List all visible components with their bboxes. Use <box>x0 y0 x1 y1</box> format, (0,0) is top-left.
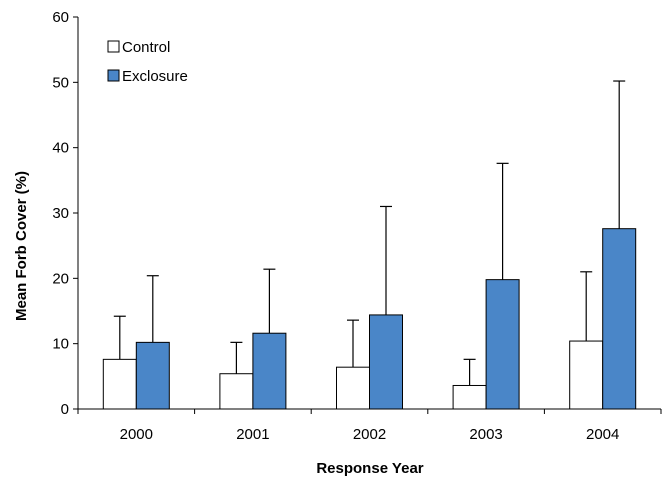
y-tick-label: 30 <box>52 205 69 222</box>
bar-control-2004 <box>569 340 604 410</box>
y-tick-label: 40 <box>52 140 69 157</box>
legend-label-exclosure: Exclosure <box>122 68 188 85</box>
y-tick-label: 50 <box>52 74 69 91</box>
bar-exclosure-2000 <box>135 341 170 410</box>
legend-swatch-exclosure <box>107 69 120 82</box>
y-tick-label: 0 <box>61 401 69 418</box>
x-tick-label: 2000 <box>120 426 153 443</box>
legend-swatch-control <box>107 40 120 53</box>
bar-control-2000 <box>102 358 137 410</box>
bar-exclosure-2003 <box>485 279 520 410</box>
x-axis-title: Response Year <box>316 460 423 477</box>
bar-exclosure-2004 <box>602 228 637 410</box>
x-tick-label: 2003 <box>469 426 502 443</box>
bar-control-2002 <box>336 366 370 410</box>
x-tick-label: 2004 <box>586 426 619 443</box>
bar-exclosure-2001 <box>252 332 287 410</box>
x-tick-label: 2002 <box>353 426 386 443</box>
y-axis-title: Mean Forb Cover (%) <box>13 171 30 321</box>
legend: Control Exclosure <box>107 39 188 85</box>
plot-area <box>77 17 661 410</box>
bar-exclosure-2002 <box>369 314 403 410</box>
y-axis-ticks: 0 10 20 30 40 50 60 <box>52 9 78 418</box>
y-tick-label: 60 <box>52 9 69 26</box>
x-tick-label: 2001 <box>236 426 269 443</box>
bar-control-2001 <box>219 373 254 410</box>
legend-label-control: Control <box>122 39 170 56</box>
bar-control-2003 <box>452 384 487 410</box>
y-tick-label: 20 <box>52 270 69 287</box>
x-axis-ticks: 2000 2001 2002 2003 2004 <box>77 409 662 443</box>
y-tick-label: 10 <box>52 336 69 353</box>
